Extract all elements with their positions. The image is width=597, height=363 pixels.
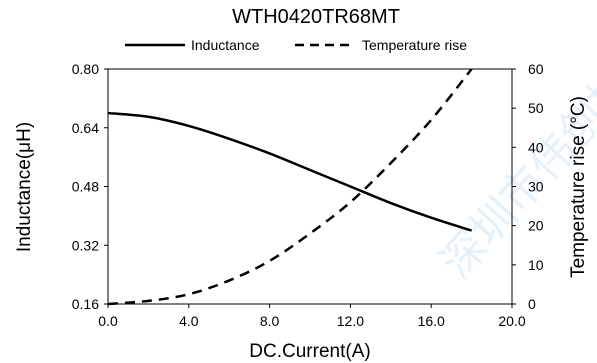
legend-label-temperature: Temperature rise <box>362 37 467 53</box>
right-y-axis-ticks: 0 10 20 30 40 50 60 <box>512 61 544 312</box>
right-y-tick-label: 50 <box>528 100 544 116</box>
x-tick-label: 12.0 <box>337 313 364 329</box>
left-y-tick-label: 0.16 <box>72 296 99 312</box>
right-y-tick-label: 60 <box>528 61 544 77</box>
right-y-tick-label: 30 <box>528 179 544 195</box>
x-tick-label: 0.0 <box>98 313 118 329</box>
chart-title: WTH0420TR68MT <box>232 6 400 28</box>
left-y-axis-title: Inductance(μH) <box>14 122 35 252</box>
x-axis-ticks: 0.0 4.0 8.0 12.0 16.0 20.0 <box>98 304 526 329</box>
x-tick-label: 20.0 <box>498 313 525 329</box>
right-y-tick-label: 0 <box>528 296 536 312</box>
right-y-tick-label: 20 <box>528 218 544 234</box>
left-y-axis-ticks: 0.16 0.32 0.48 0.64 0.80 <box>72 61 108 312</box>
left-y-tick-label: 0.64 <box>72 120 99 136</box>
left-y-tick-label: 0.80 <box>72 61 99 77</box>
right-y-tick-label: 40 <box>528 139 544 155</box>
left-y-tick-label: 0.32 <box>72 237 99 253</box>
x-tick-label: 4.0 <box>179 313 199 329</box>
right-y-axis-title: Temperature rise (°C) <box>568 96 589 278</box>
left-y-tick-label: 0.48 <box>72 179 99 195</box>
series-inductance-line <box>107 111 472 232</box>
series-temperature-line <box>107 68 473 306</box>
legend-label-inductance: Inductance <box>191 37 260 53</box>
right-y-tick-label: 10 <box>528 257 544 273</box>
x-tick-label: 16.0 <box>418 313 445 329</box>
x-axis-title: DC.Current(A) <box>249 341 370 362</box>
x-tick-label: 8.0 <box>260 313 280 329</box>
legend: Inductance Temperature rise <box>125 37 467 53</box>
